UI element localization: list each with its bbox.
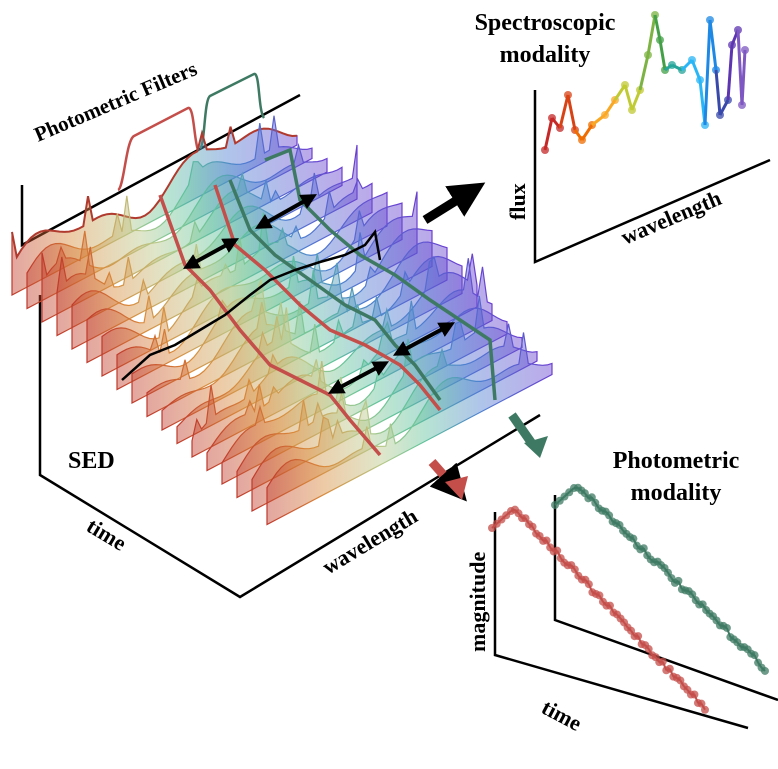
arrow bbox=[425, 192, 470, 220]
spec-segment bbox=[545, 118, 552, 150]
spec-segment bbox=[648, 15, 655, 55]
spec-segment bbox=[560, 95, 568, 128]
sed-label: SED bbox=[68, 448, 115, 474]
phot-time-label: time bbox=[538, 694, 587, 736]
lc-point bbox=[701, 706, 709, 714]
phot-title: Photometric bbox=[613, 448, 740, 474]
spec-segment bbox=[568, 95, 575, 130]
spec-point bbox=[741, 46, 749, 54]
spec-title: modality bbox=[500, 42, 591, 68]
spec-segment bbox=[705, 20, 710, 125]
flux-label: flux bbox=[505, 183, 530, 220]
spec-segment bbox=[742, 50, 745, 105]
photometric-panel: Photometric modality magnitude time bbox=[465, 448, 778, 736]
lc-point bbox=[761, 667, 769, 675]
time-label: time bbox=[82, 513, 131, 556]
spec-x-label: wavelength bbox=[617, 185, 725, 250]
spec-segment bbox=[716, 70, 720, 115]
spec-segment bbox=[640, 55, 648, 90]
spec-title: Spectroscopic bbox=[475, 10, 616, 36]
magnitude-label: magnitude bbox=[465, 552, 490, 652]
spec-segment bbox=[710, 20, 716, 70]
filters-title: Photometric Filters bbox=[31, 56, 201, 146]
spec-segment bbox=[660, 40, 665, 70]
phot-title: modality bbox=[631, 480, 722, 506]
diagram: Photometric Filters SED time wavelength … bbox=[0, 0, 778, 769]
spectroscopic-panel: Spectroscopic modality flux wavelength bbox=[475, 10, 770, 262]
spec-segment bbox=[728, 45, 732, 100]
